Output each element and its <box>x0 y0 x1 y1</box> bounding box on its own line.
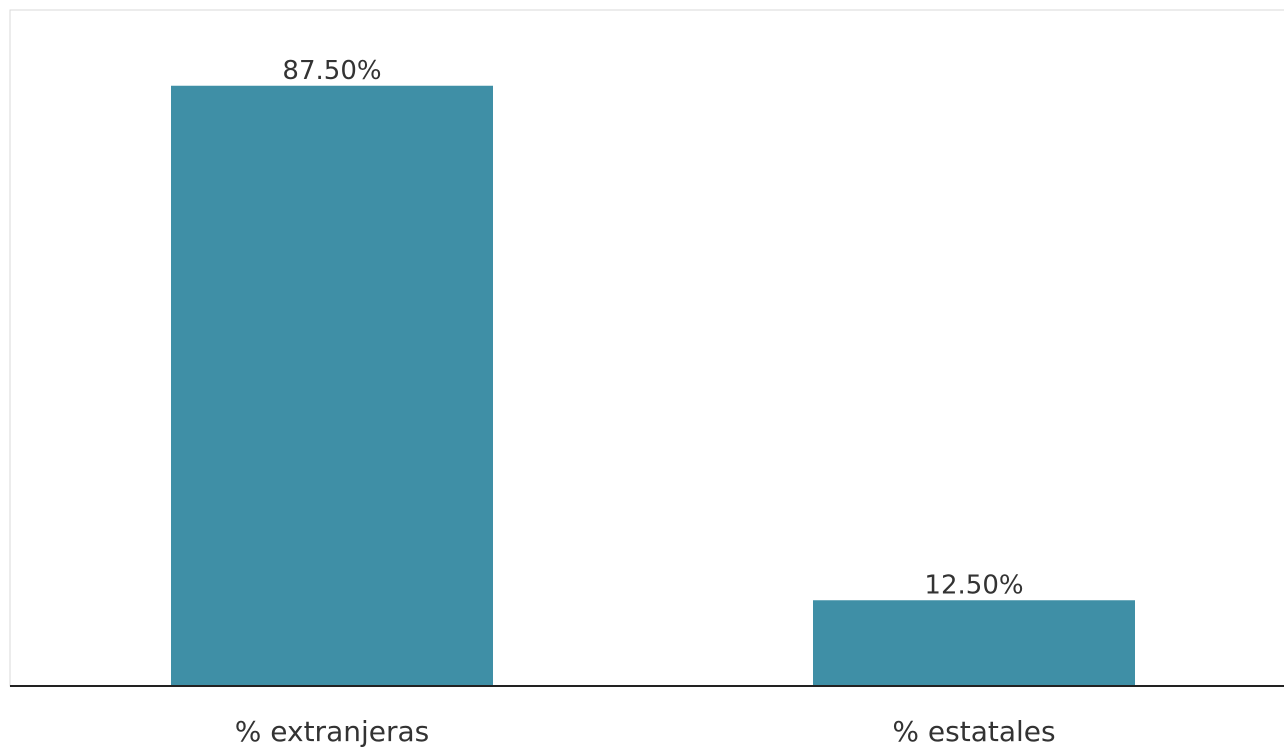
data-label-0: 87.50% <box>282 56 381 86</box>
x-tick-label-1: % estatales <box>892 715 1055 748</box>
x-tick-label-0: % extranjeras <box>235 715 429 748</box>
data-label-1: 12.50% <box>924 570 1023 600</box>
bar-1 <box>813 600 1135 686</box>
bars-layer <box>171 85 1135 686</box>
bar-0 <box>171 85 493 686</box>
labels-layer: 87.50% % extranjeras 12.50% % estatales <box>235 56 1056 748</box>
